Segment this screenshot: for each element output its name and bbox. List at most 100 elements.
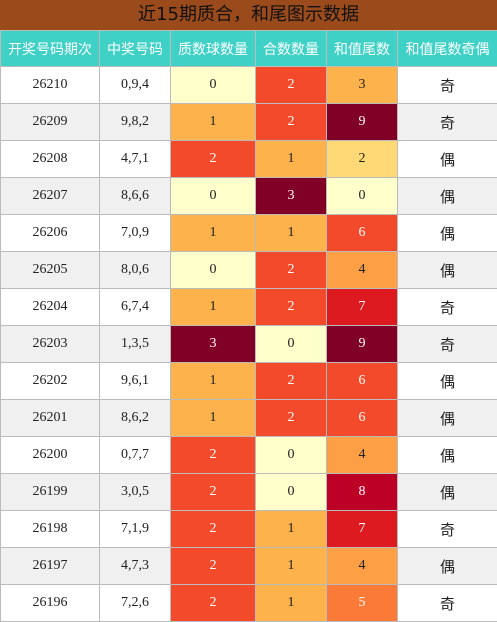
cell: 1,3,5 <box>100 326 171 363</box>
heat-cell: 3 <box>327 67 398 104</box>
cell: 8,6,6 <box>100 178 171 215</box>
heat-cell: 6 <box>327 215 398 252</box>
cell: 偶 <box>398 178 497 215</box>
heat-cell: 4 <box>327 437 398 474</box>
heat-cell: 2 <box>171 474 256 511</box>
column-header: 中奖号码 <box>100 31 171 67</box>
heat-cell: 1 <box>256 548 327 585</box>
heat-cell: 6 <box>327 400 398 437</box>
cell: 26202 <box>1 363 100 400</box>
heat-cell: 2 <box>171 585 256 622</box>
heat-cell: 0 <box>171 178 256 215</box>
heat-cell: 3 <box>171 326 256 363</box>
cell: 奇 <box>398 289 497 326</box>
heat-cell: 1 <box>256 585 327 622</box>
cell: 26200 <box>1 437 100 474</box>
column-header: 和值尾数奇偶 <box>398 31 497 67</box>
header-row: 开奖号码期次中奖号码质数球数量合数数量和值尾数和值尾数奇偶 <box>1 31 497 67</box>
cell: 7,0,9 <box>100 215 171 252</box>
cell: 0,7,7 <box>100 437 171 474</box>
heat-cell: 4 <box>327 252 398 289</box>
heat-cell: 0 <box>256 474 327 511</box>
cell: 偶 <box>398 141 497 178</box>
cell: 26210 <box>1 67 100 104</box>
heat-cell: 4 <box>327 548 398 585</box>
cell: 偶 <box>398 437 497 474</box>
column-header: 开奖号码期次 <box>1 31 100 67</box>
heat-cell: 6 <box>327 363 398 400</box>
cell: 26206 <box>1 215 100 252</box>
cell: 奇 <box>398 511 497 548</box>
heat-cell: 0 <box>256 437 327 474</box>
cell: 26209 <box>1 104 100 141</box>
cell: 奇 <box>398 67 497 104</box>
cell: 奇 <box>398 104 497 141</box>
heat-cell: 7 <box>327 511 398 548</box>
cell: 偶 <box>398 474 497 511</box>
cell: 26204 <box>1 289 100 326</box>
table-title: 近15期质合，和尾图示数据 <box>0 0 497 30</box>
cell: 偶 <box>398 400 497 437</box>
heat-cell: 0 <box>327 178 398 215</box>
heat-cell: 3 <box>256 178 327 215</box>
cell: 6,7,4 <box>100 289 171 326</box>
heat-cell: 1 <box>171 215 256 252</box>
cell: 26199 <box>1 474 100 511</box>
heat-cell: 1 <box>171 104 256 141</box>
cell: 26203 <box>1 326 100 363</box>
heat-cell: 2 <box>171 141 256 178</box>
heat-cell: 2 <box>256 400 327 437</box>
heat-cell: 1 <box>256 141 327 178</box>
cell: 26205 <box>1 252 100 289</box>
heat-cell: 7 <box>327 289 398 326</box>
heat-cell: 5 <box>327 585 398 622</box>
cell: 26197 <box>1 548 100 585</box>
heat-cell: 2 <box>256 104 327 141</box>
cell: 4,7,3 <box>100 548 171 585</box>
heat-cell: 0 <box>256 326 327 363</box>
cell: 9,8,2 <box>100 104 171 141</box>
heat-cell: 9 <box>327 326 398 363</box>
column-header: 质数球数量 <box>171 31 256 67</box>
cell: 偶 <box>398 548 497 585</box>
heat-cell: 0 <box>171 252 256 289</box>
cell: 奇 <box>398 326 497 363</box>
heat-cell: 2 <box>256 363 327 400</box>
cell: 8,0,6 <box>100 252 171 289</box>
cell: 26207 <box>1 178 100 215</box>
heat-cell: 2 <box>256 67 327 104</box>
cell: 8,6,2 <box>100 400 171 437</box>
cell: 奇 <box>398 585 497 622</box>
heat-cell: 2 <box>327 141 398 178</box>
cell: 4,7,1 <box>100 141 171 178</box>
heat-cell: 2 <box>171 437 256 474</box>
heat-cell: 9 <box>327 104 398 141</box>
cell: 26196 <box>1 585 100 622</box>
cell: 偶 <box>398 215 497 252</box>
heat-cell: 2 <box>171 511 256 548</box>
heat-cell: 1 <box>256 511 327 548</box>
cell: 26198 <box>1 511 100 548</box>
cell: 偶 <box>398 363 497 400</box>
cell: 偶 <box>398 252 497 289</box>
heat-cell: 2 <box>171 548 256 585</box>
heat-cell: 8 <box>327 474 398 511</box>
cell: 3,0,5 <box>100 474 171 511</box>
heat-cell: 1 <box>256 215 327 252</box>
cell: 26201 <box>1 400 100 437</box>
cell: 0,9,4 <box>100 67 171 104</box>
heat-cell: 0 <box>171 67 256 104</box>
